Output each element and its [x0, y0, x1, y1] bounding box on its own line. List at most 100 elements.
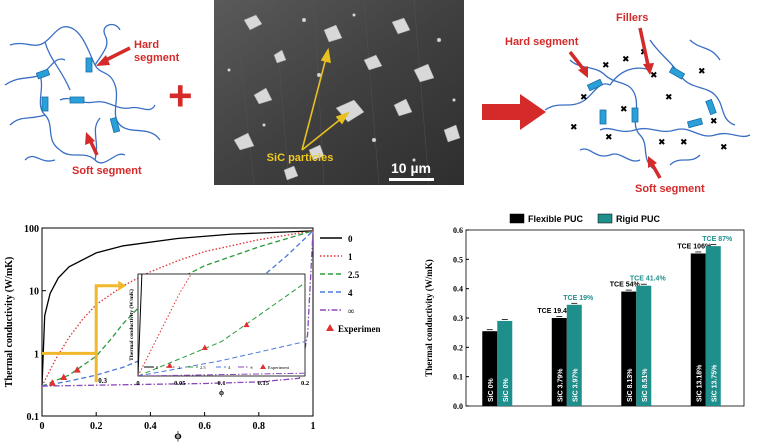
inset-x-tick-label: 0.15 — [258, 380, 270, 387]
chart2-y-tick-label: 0.6 — [453, 226, 463, 235]
chart2-bar-label: SiC 3.97% — [572, 368, 579, 402]
hard-segment-blocks — [35, 57, 121, 134]
svg-text:✖: ✖ — [720, 142, 728, 152]
composite-hard-label: Hard segment — [505, 36, 579, 48]
composite-soft-arrow — [648, 156, 662, 179]
svg-text:✖: ✖ — [650, 70, 658, 80]
chart2-y-tick-label: 0.5 — [453, 255, 463, 264]
composite-hard-blocks — [586, 66, 717, 129]
inset-legend-label: 0 — [156, 365, 159, 370]
chart2-bar-label: SiC 3.79% — [557, 368, 564, 402]
inset-legend-label: ∞ — [250, 365, 253, 370]
scale-bar — [389, 178, 434, 181]
chart2-bar — [497, 320, 513, 406]
chart2-bar — [705, 246, 721, 406]
chart2-annotation: TCE 41.4% — [630, 276, 667, 283]
svg-text:✖: ✖ — [602, 60, 610, 70]
polymer-network-diagram — [4, 23, 161, 164]
svg-text:✖: ✖ — [665, 92, 673, 102]
composite-network-diagram: ✖✖✖ ✖✖✖ ✖✖✖ ✖✖✖ ✖✖ — [544, 27, 751, 179]
chart2-bar-label: SiC 0% — [488, 377, 495, 402]
chart1-y-tick-label: 100 — [24, 224, 39, 235]
chart1-x-tick-label: 0.2 — [90, 421, 103, 432]
chart1-experiment-point — [73, 366, 81, 373]
chart2-y-tick-label: 0.3 — [453, 314, 463, 323]
chart1-x-axis-label: ϕ — [174, 428, 182, 442]
fillers-label: Fillers — [616, 12, 649, 24]
soft-segment-label: Soft segment — [72, 165, 142, 177]
chart1-x-tick-label: 0 — [40, 421, 45, 432]
inset-legend-label: 2.5 — [200, 365, 206, 370]
chart2-y-tick-label: 0.0 — [453, 402, 463, 410]
soft-segment-arrow — [85, 132, 99, 156]
inset-x-tick-label: 0 — [136, 380, 139, 387]
chart1-legend-label: 4 — [348, 288, 353, 298]
chart2-annotation: TCE 19.4% — [537, 308, 574, 315]
svg-text:✖: ✖ — [620, 104, 628, 114]
chart2-annotation: TCE 87% — [702, 236, 733, 243]
inset-series — [138, 274, 305, 376]
inset-plot-area — [137, 273, 306, 377]
svg-text:✖: ✖ — [622, 54, 630, 64]
chart2-bar — [690, 253, 706, 406]
chart1-legend-marker — [326, 324, 334, 331]
inset-experiment-point — [201, 344, 208, 350]
svg-text:✖: ✖ — [658, 137, 666, 147]
chart2-y-tick-label: 0.2 — [453, 343, 463, 352]
chart2-bar-label: SiC 13.18% — [696, 364, 703, 402]
inset-legend-label: 1 — [178, 365, 180, 370]
chart1-x-tick-label: 0.4 — [144, 421, 157, 432]
chart1-x-tick-label: 0.6 — [198, 421, 211, 432]
sic-particles-label: SiC particles — [266, 152, 334, 164]
chart1-series-line — [41, 230, 314, 387]
sem-texture — [214, 0, 464, 185]
composite-soft-label: Soft segment — [635, 183, 705, 195]
inset-legend-marker — [260, 364, 266, 369]
chart1-y-tick-label: 1 — [34, 349, 39, 360]
svg-text:✖: ✖ — [680, 137, 688, 147]
svg-text:✖: ✖ — [570, 122, 578, 132]
chart1-legend-label: 1 — [348, 252, 353, 262]
chart2-bar — [482, 331, 498, 406]
inset-y-axis-label: Thermal conductivity (W/mK) — [128, 289, 135, 361]
chart2-annotation: TCE 54% — [610, 282, 641, 289]
zoom-bracket-label: 0.3 — [98, 377, 107, 385]
chart2-legend-swatch — [597, 213, 613, 224]
sic-pointer-arrows — [301, 47, 350, 151]
svg-text:✖: ✖ — [605, 132, 613, 142]
chart2-legend-swatch — [509, 213, 525, 224]
chart2-legend-label: Flexible PUC — [528, 214, 584, 224]
chart1-legend-label: 0 — [348, 234, 353, 244]
chart1-experiment-point — [60, 373, 68, 380]
zoom-arrow-head — [118, 280, 127, 291]
chart2-bar — [636, 285, 652, 406]
inset-experiment-point — [243, 321, 250, 328]
chart2-bar-label: SiC 13.75% — [711, 364, 718, 402]
plus-sign: + — [168, 72, 193, 119]
svg-text:✖: ✖ — [710, 116, 718, 126]
chart1-series-line — [41, 230, 314, 387]
inset-legend-label: 4 — [228, 365, 231, 370]
inset-x-tick-label: 0.05 — [174, 380, 186, 387]
chart2-bar-label: SiC 8.13% — [627, 368, 634, 402]
thermal-conductivity-bar-chart: 0.0 0.1 0.2 0.3 0.4 0.5 0.6 SiC 0% SiC 0% SiC 3.… — [424, 213, 745, 410]
chart1-x-tick-label: 1 — [311, 421, 316, 432]
chart1-series-line — [41, 230, 314, 387]
hard-segment-label: Hard segment — [134, 39, 180, 64]
chart2-bar — [551, 318, 567, 406]
scale-bar-label: 10 µm — [391, 160, 431, 176]
sem-micrograph: SiC particles 10 µm — [214, 0, 464, 185]
zoom-bracket-top — [94, 284, 119, 354]
inset-x-tick-label: 0.2 — [301, 380, 309, 387]
inset-legend-label: Experiment — [268, 365, 290, 370]
chart2-y-tick-label: 0.4 — [453, 285, 463, 294]
chart1-series-line — [41, 230, 314, 387]
chart2-y-axis-label: Thermal conductivity (W/mK) — [424, 259, 434, 377]
svg-text:✖: ✖ — [698, 66, 706, 76]
polymer-chains — [4, 23, 161, 164]
chart1-legend-label: ∞ — [348, 306, 354, 316]
process-arrow — [482, 94, 546, 130]
chart1-series-line — [41, 230, 314, 387]
hard-segment-arrow — [96, 46, 131, 66]
fillers-arrow — [638, 27, 654, 75]
